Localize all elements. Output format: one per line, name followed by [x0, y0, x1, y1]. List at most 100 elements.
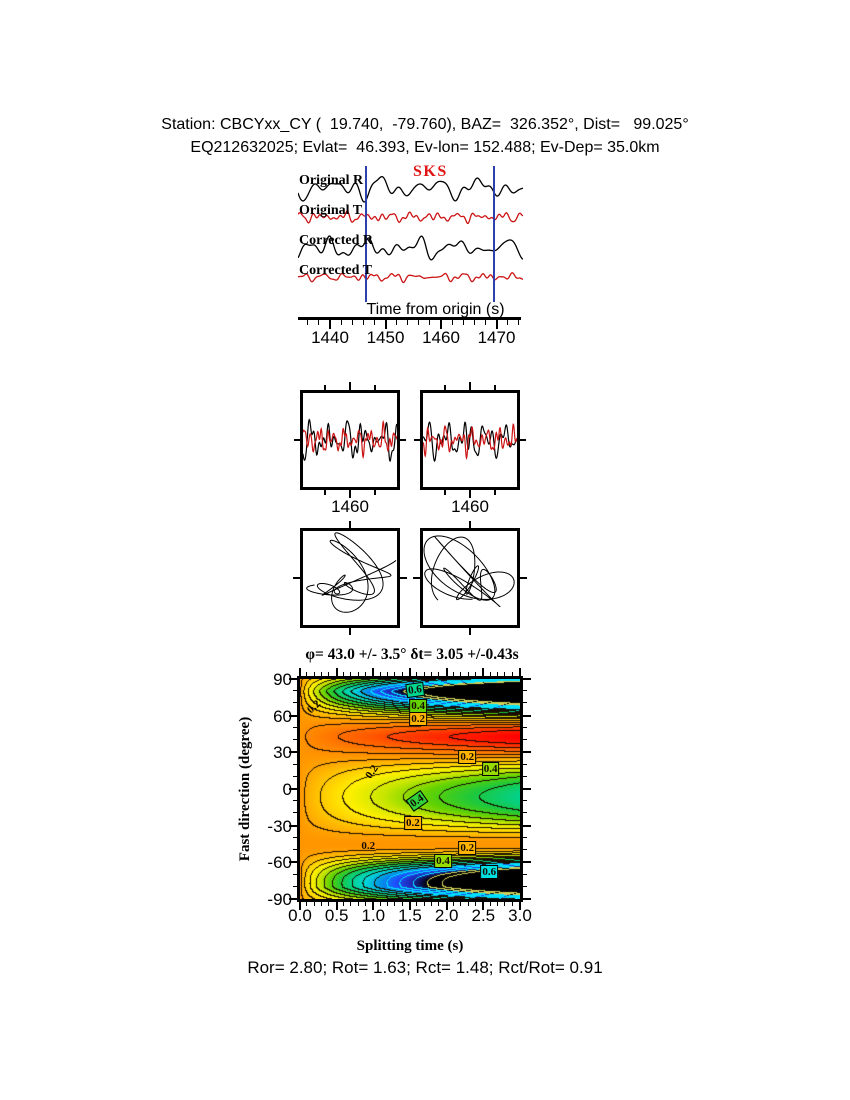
window-start-line — [365, 166, 367, 302]
time-axis-tick — [384, 320, 387, 329]
misfit-xtick — [401, 902, 403, 906]
misfit-xtick — [511, 902, 513, 906]
trace-label-original-t: Original T — [299, 203, 363, 218]
misfit-xtick — [467, 672, 469, 676]
contour-label-0.2: 0.2 — [458, 750, 477, 765]
time-axis-tick — [462, 320, 464, 325]
misfit-xtick-label: 1.0 — [361, 906, 386, 925]
misfit-xtick — [350, 672, 352, 676]
misfit-xtick-label: 2.0 — [434, 906, 459, 925]
misfit-xtick — [511, 672, 513, 676]
contour-label-0.6: 0.6 — [480, 865, 499, 880]
contour-label-0.6: 0.6 — [405, 681, 425, 699]
misfit-ytick — [293, 763, 297, 765]
misfit-ylabel: Fast direction (degree) — [237, 716, 253, 862]
misfit-ytick-label: 30 — [273, 743, 292, 763]
misfit-ytick — [523, 898, 531, 900]
misfit-ytick — [523, 873, 527, 875]
misfit-xtick — [453, 902, 454, 906]
zoom-right-tick-left — [414, 439, 420, 441]
misfit-xtick — [445, 668, 448, 676]
trace-label-corrected-t: Corrected T — [299, 263, 372, 278]
misfit-xtick — [416, 672, 418, 676]
misfit-xtick — [489, 672, 491, 676]
misfit-xtick — [306, 902, 308, 906]
misfit-ytick — [293, 739, 297, 741]
pm-left-tick-right — [400, 577, 407, 579]
misfit-ytick — [523, 812, 527, 814]
zoom-window-label: 1460 — [451, 497, 489, 516]
misfit-ytick — [289, 898, 297, 900]
misfit-xtick — [445, 902, 448, 910]
time-axis-tick — [473, 320, 475, 325]
misfit-ytick — [289, 824, 297, 827]
time-axis-line — [298, 317, 521, 320]
misfit-ytick — [293, 836, 297, 838]
misfit-ytick — [293, 873, 297, 875]
misfit-xtick — [438, 902, 440, 906]
misfit-ytick — [293, 885, 297, 887]
time-axis-tick — [440, 320, 442, 329]
misfit-ytick-label: 0 — [282, 780, 292, 799]
misfit-ytick — [293, 702, 297, 704]
misfit-ytick — [523, 775, 527, 777]
misfit-xtick — [475, 672, 476, 676]
misfit-xtick — [504, 902, 506, 906]
misfit-ytick — [523, 861, 531, 864]
zoom-window-label: 1460 — [331, 497, 369, 516]
time-axis-tick-label: 1450 — [366, 328, 405, 347]
zoom-left-canvas — [303, 393, 397, 487]
misfit-ytick — [293, 775, 297, 777]
time-axis-tick — [373, 320, 375, 325]
zoom-left-tick-left — [294, 439, 300, 441]
misfit-ytick — [523, 836, 527, 838]
misfit-xtick — [460, 672, 462, 676]
misfit-xtick — [416, 902, 418, 906]
misfit-xtick — [482, 668, 485, 676]
time-axis-tick — [307, 320, 309, 325]
time-axis-tick — [418, 320, 420, 325]
misfit-xtick — [299, 668, 301, 676]
contour-label-0.2: 0.2 — [409, 712, 427, 727]
waveform-traces-canvas — [298, 160, 523, 302]
misfit-xtick — [365, 902, 366, 906]
contour-label-0.2: 0.2 — [361, 840, 376, 853]
misfit-ytick — [523, 800, 527, 802]
misfit-xtick — [372, 668, 375, 676]
misfit-xtick — [453, 672, 454, 676]
misfit-ytick — [523, 702, 527, 704]
contour-label-0.4: 0.4 — [481, 762, 500, 777]
misfit-ytick — [523, 739, 527, 741]
misfit-xtick — [328, 672, 330, 676]
misfit-xtick-label: 0.5 — [324, 906, 349, 925]
misfit-xtick — [519, 902, 521, 910]
misfit-xtick — [460, 902, 462, 906]
misfit-xtick — [497, 902, 498, 906]
misfit-ytick — [289, 861, 297, 864]
misfit-xtick — [423, 902, 425, 906]
misfit-xtick — [431, 672, 432, 676]
misfit-xtick — [379, 672, 381, 676]
time-axis-title: Time from origin (s) — [366, 301, 505, 318]
contour-label-0.4: 0.4 — [434, 854, 452, 869]
zoom-right-tick-top — [494, 385, 496, 390]
misfit-xtick — [335, 902, 338, 910]
contour-label-0.2: 0.2 — [458, 840, 477, 855]
pm-left-canvas — [303, 531, 397, 625]
contour-label-0.2: 0.2 — [404, 816, 422, 831]
misfit-xtick — [299, 902, 301, 910]
misfit-ytick — [523, 726, 527, 728]
misfit-ytick — [293, 849, 297, 851]
zoom-right-tick-bottom — [469, 490, 471, 498]
misfit-ytick-label: -90 — [267, 890, 292, 909]
zoom-right-tick-bottom — [444, 490, 446, 495]
misfit-ytick-label: 90 — [273, 670, 292, 689]
misfit-xtick — [489, 902, 491, 906]
misfit-xtick-label: 2.5 — [471, 906, 496, 925]
zoom-left-tick-right — [400, 439, 406, 441]
misfit-xtick — [519, 668, 521, 676]
pm-left-tick-top — [349, 521, 351, 528]
misfit-ytick — [289, 788, 297, 790]
misfit-xtick — [313, 672, 315, 676]
